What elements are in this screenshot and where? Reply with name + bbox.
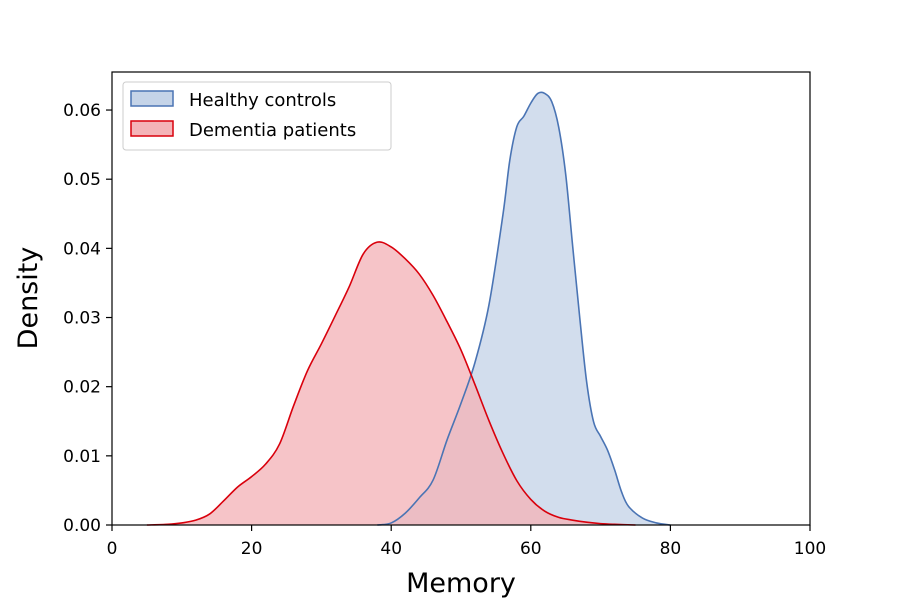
line-healthy-controls — [377, 91, 671, 526]
x-tick-label: 100 — [794, 539, 826, 559]
y-tick-label: 0.05 — [63, 170, 101, 190]
x-axis-label: Memory — [406, 568, 516, 599]
legend-swatch-dementia-patients — [130, 120, 174, 137]
plot-area — [146, 91, 671, 526]
legend-label-dementia-patients: Dementia patients — [189, 120, 356, 141]
line-dementia-patients — [146, 241, 636, 526]
axes-frame — [111, 71, 811, 526]
legend-label-healthy-controls: Healthy controls — [189, 90, 336, 111]
y-tick-label: 0.06 — [63, 101, 101, 121]
legend: Healthy controls Dementia patients — [122, 81, 392, 151]
y-tick-label: 0.01 — [63, 447, 101, 467]
area-dementia-patients — [146, 241, 636, 526]
x-tick-label: 80 — [660, 539, 682, 559]
x-tick-label: 60 — [520, 539, 542, 559]
x-tick-label: 40 — [380, 539, 402, 559]
y-tick-label: 0.00 — [63, 516, 101, 536]
y-tick-label: 0.02 — [63, 378, 101, 398]
x-tick-label: 0 — [107, 539, 118, 559]
axes: 0 20 40 60 80 100 0.00 0.01 0.02 0.03 0.04 0.05 0.06 — [63, 71, 826, 559]
y-axis-label: Density — [13, 247, 44, 350]
x-tick-label: 20 — [241, 539, 263, 559]
area-healthy-controls — [377, 92, 671, 526]
y-tick-label: 0.03 — [63, 309, 101, 329]
y-tick-label: 0.04 — [63, 239, 101, 259]
legend-frame — [122, 81, 392, 151]
legend-swatch-healthy-controls — [130, 90, 174, 107]
